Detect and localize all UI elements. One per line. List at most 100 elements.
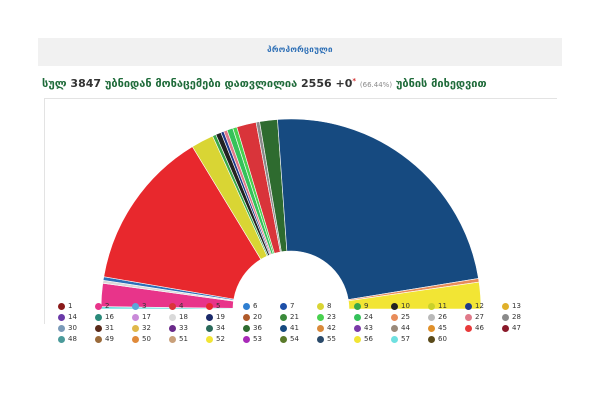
legend-dot — [169, 313, 176, 321]
counted-percent: (66.44%) — [359, 81, 393, 89]
legend-label: 44 — [401, 324, 410, 332]
legend-item-47[interactable]: 47 — [502, 324, 521, 335]
legend-label: 7 — [290, 302, 295, 310]
legend-item-32[interactable]: 32 — [132, 324, 151, 335]
legend-dot — [206, 324, 213, 332]
legend-item-50[interactable]: 50 — [132, 335, 151, 346]
legend-item-24[interactable]: 24 — [354, 313, 373, 324]
legend-item-5[interactable]: 5 — [206, 302, 220, 313]
legend-label: 3 — [142, 302, 147, 310]
legend-dot — [206, 313, 213, 321]
plus-sign: + — [335, 77, 345, 90]
legend-dot — [428, 302, 435, 310]
legend-dot — [132, 335, 139, 343]
legend-item-6[interactable]: 6 — [243, 302, 257, 313]
legend-label: 11 — [438, 302, 447, 310]
extra-count: 0 — [344, 77, 353, 90]
legend-dot — [391, 324, 398, 332]
legend-item-46[interactable]: 46 — [465, 324, 484, 335]
tab-proportional[interactable]: პროპორციული — [267, 45, 333, 54]
legend-dot — [391, 302, 398, 310]
legend-item-48[interactable]: 48 — [58, 335, 77, 346]
summary-prefix: სულ — [42, 77, 67, 90]
legend-dot — [169, 302, 176, 310]
legend-item-18[interactable]: 18 — [169, 313, 188, 324]
legend-label: 10 — [401, 302, 410, 310]
legend-label: 51 — [179, 335, 188, 343]
legend-item-31[interactable]: 31 — [95, 324, 114, 335]
legend-dot — [206, 335, 213, 343]
legend-item-55[interactable]: 55 — [317, 335, 336, 346]
legend-item-34[interactable]: 34 — [206, 324, 225, 335]
legend-item-53[interactable]: 53 — [243, 335, 262, 346]
legend-item-9[interactable]: 9 — [354, 302, 368, 313]
legend-label: 13 — [512, 302, 521, 310]
legend-item-25[interactable]: 25 — [391, 313, 410, 324]
legend-label: 50 — [142, 335, 151, 343]
legend-item-14[interactable]: 14 — [58, 313, 77, 324]
legend-dot — [354, 335, 361, 343]
slice-party-41b[interactable] — [277, 118, 479, 301]
legend-item-51[interactable]: 51 — [169, 335, 188, 346]
legend-dot — [317, 335, 324, 343]
legend-dot — [502, 302, 509, 310]
legend-item-52[interactable]: 52 — [206, 335, 225, 346]
legend-label: 49 — [105, 335, 114, 343]
legend-label: 48 — [68, 335, 77, 343]
legend-label: 52 — [216, 335, 225, 343]
legend-item-16[interactable]: 16 — [95, 313, 114, 324]
legend-item-10[interactable]: 10 — [391, 302, 410, 313]
legend-item-57[interactable]: 57 — [391, 335, 410, 346]
legend-dot — [317, 324, 324, 332]
legend-dot — [354, 302, 361, 310]
legend-item-19[interactable]: 19 — [206, 313, 225, 324]
legend-item-43[interactable]: 43 — [354, 324, 373, 335]
legend-dot — [502, 313, 509, 321]
slice-party-56[interactable] — [348, 281, 482, 310]
legend-item-28[interactable]: 28 — [502, 313, 521, 324]
legend-item-36[interactable]: 36 — [243, 324, 262, 335]
legend-item-30[interactable]: 30 — [58, 324, 77, 335]
legend-item-41[interactable]: 41 — [280, 324, 299, 335]
legend-label: 25 — [401, 313, 410, 321]
legend-item-60[interactable]: 60 — [428, 335, 447, 346]
legend-item-33[interactable]: 33 — [169, 324, 188, 335]
legend-item-11[interactable]: 11 — [428, 302, 447, 313]
legend-item-45[interactable]: 45 — [428, 324, 447, 335]
legend-item-23[interactable]: 23 — [317, 313, 336, 324]
legend-item-21[interactable]: 21 — [280, 313, 299, 324]
legend-dot — [132, 313, 139, 321]
legend-label: 18 — [179, 313, 188, 321]
legend-item-8[interactable]: 8 — [317, 302, 331, 313]
legend-label: 55 — [327, 335, 336, 343]
legend-item-20[interactable]: 20 — [243, 313, 262, 324]
legend-item-54[interactable]: 54 — [280, 335, 299, 346]
legend-item-2[interactable]: 2 — [95, 302, 109, 313]
legend-item-17[interactable]: 17 — [132, 313, 151, 324]
tab-bar: პროპორციული — [38, 38, 562, 66]
slice-party-5[interactable] — [103, 146, 262, 300]
legend-item-13[interactable]: 13 — [502, 302, 521, 313]
legend-item-12[interactable]: 12 — [465, 302, 484, 313]
legend-label: 34 — [216, 324, 225, 332]
legend-item-26[interactable]: 26 — [428, 313, 447, 324]
legend-item-27[interactable]: 27 — [465, 313, 484, 324]
legend-item-56[interactable]: 56 — [354, 335, 373, 346]
hemicycle-chart — [100, 118, 482, 310]
legend-item-49[interactable]: 49 — [95, 335, 114, 346]
legend-item-42[interactable]: 42 — [317, 324, 336, 335]
legend-label: 16 — [105, 313, 114, 321]
legend-label: 28 — [512, 313, 521, 321]
legend-item-1[interactable]: 1 — [58, 302, 72, 313]
legend-item-4[interactable]: 4 — [169, 302, 183, 313]
legend-item-3[interactable]: 3 — [132, 302, 146, 313]
legend-dot — [95, 335, 102, 343]
legend-label: 14 — [68, 313, 77, 321]
legend-label: 36 — [253, 324, 262, 332]
legend-item-7[interactable]: 7 — [280, 302, 294, 313]
legend-dot — [354, 324, 361, 332]
legend-label: 6 — [253, 302, 258, 310]
legend-label: 21 — [290, 313, 299, 321]
legend-item-44[interactable]: 44 — [391, 324, 410, 335]
summary-mid: უბნიდან მონაცემები დათვლილია — [104, 77, 298, 90]
